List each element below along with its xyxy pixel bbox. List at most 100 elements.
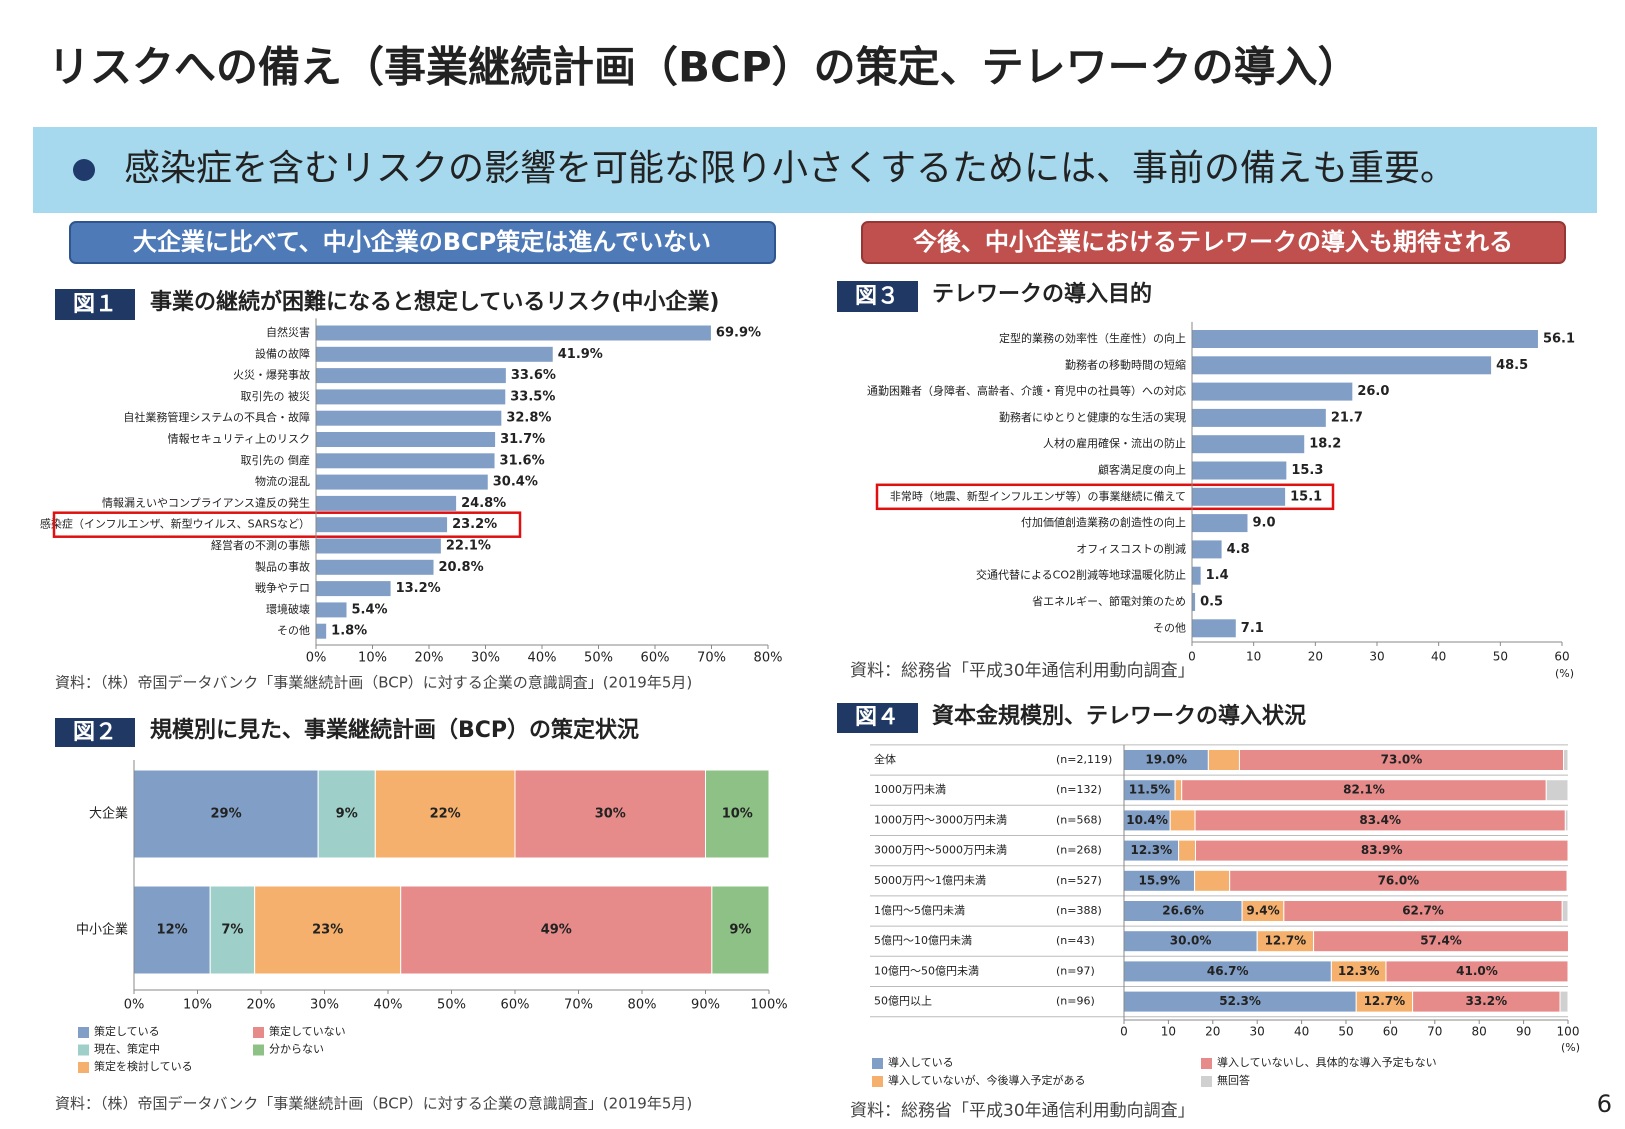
- value-label: 12.3%: [1130, 843, 1172, 857]
- bar-segment: [711, 885, 770, 975]
- category-label: 非常時（地震、新型インフルエンザ等）の事業継続に備えて: [890, 489, 1186, 503]
- x-tick-label: 20%: [247, 998, 276, 1013]
- x-tick-label: 40: [1431, 650, 1446, 664]
- value-label: 41.9%: [558, 347, 603, 362]
- value-label: 69.9%: [716, 326, 761, 341]
- bar: [316, 389, 506, 405]
- category-label: 通勤困難者（身障者、高齢者、介護・育児中の社員等）への対応: [867, 384, 1186, 398]
- value-label: 15.1: [1290, 489, 1322, 504]
- figure-label: 図１: [73, 292, 117, 317]
- category-label: 5億円～10億円未満: [874, 934, 972, 947]
- category-label: 全体: [874, 752, 896, 766]
- bar: [1192, 514, 1248, 533]
- figure-title: テレワークの導入目的: [932, 281, 1152, 307]
- bar: [1192, 593, 1196, 611]
- figure-label-box: [55, 718, 135, 747]
- category-label: 1億円～5億円未満: [874, 904, 965, 917]
- bar: [1192, 540, 1222, 559]
- figure-title: 規模別に見た、事業継続計画（BCP）の策定状況: [150, 717, 639, 743]
- bar: [316, 581, 391, 597]
- value-label: 13.2%: [396, 581, 441, 596]
- bar-segment: [1194, 839, 1569, 862]
- category-label: 経営者の不測の事態: [211, 538, 310, 552]
- value-label: 12.7%: [1265, 934, 1307, 948]
- legend-swatch: [1201, 1058, 1212, 1069]
- category-label: 取引先の 倒産: [241, 453, 311, 467]
- bar-segment: [209, 885, 256, 975]
- x-unit: (%): [1555, 667, 1574, 680]
- bar-segment: [1566, 869, 1569, 892]
- legend-swatch: [78, 1062, 89, 1073]
- source: 資料：総務省「平成30年通信利用動向調査」: [850, 1101, 1195, 1121]
- x-tick-label: 10: [1161, 1025, 1176, 1039]
- value-label: 33.5%: [510, 389, 555, 404]
- n-label: (n=132): [1056, 783, 1102, 796]
- x-tick-label: 100%: [750, 998, 787, 1013]
- value-label: 1.8%: [331, 624, 367, 639]
- bar-segment: [1207, 749, 1240, 771]
- value-label: 76.0%: [1378, 873, 1420, 887]
- value-label: 52.3%: [1219, 994, 1261, 1008]
- value-label: 31.7%: [500, 432, 545, 447]
- slide-title: リスクへの備え（事業継続計画（BCP）の策定、テレワークの導入）: [48, 43, 1360, 92]
- n-label: (n=2,119): [1056, 753, 1112, 766]
- banner-left-text: 大企業に比べて、中小企業のBCP策定は進んでいない: [133, 228, 711, 256]
- category-label: 中小企業: [76, 922, 128, 938]
- value-label: 12.3%: [1338, 964, 1380, 978]
- value-label: 31.6%: [500, 453, 545, 468]
- highlight-box: [875, 483, 1335, 511]
- category-label: 人材の雇用確保・流出の防止: [1043, 436, 1186, 450]
- value-label: 1.4: [1206, 568, 1229, 583]
- value-label: 73.0%: [1381, 753, 1423, 767]
- figure-title: 資本金規模別、テレワークの導入状況: [932, 703, 1306, 729]
- value-label: 32.8%: [506, 411, 551, 426]
- x-tick-label: 0%: [306, 651, 327, 666]
- value-label: 23%: [312, 923, 343, 938]
- value-label: 15.9%: [1138, 873, 1180, 887]
- x-tick-label: 10%: [183, 998, 212, 1013]
- bar-segment: [374, 769, 516, 859]
- x-tick-label: 50%: [584, 651, 613, 666]
- bar-segment: [400, 885, 713, 975]
- category-label: 付加価値創造業務の創造性の向上: [1021, 515, 1186, 529]
- bar: [1192, 619, 1236, 638]
- value-label: 10.4%: [1126, 813, 1168, 827]
- category-label: 定型的業務の効率性（生産性）の向上: [999, 331, 1186, 345]
- x-tick-label: 60%: [501, 998, 530, 1013]
- banner-right-text: 今後、中小企業におけるテレワークの導入も期待される: [913, 228, 1513, 256]
- value-label: 26.6%: [1162, 904, 1204, 918]
- bar: [1192, 408, 1326, 427]
- banner-left: [69, 221, 776, 264]
- category-label: その他: [1153, 621, 1186, 634]
- legend-swatch: [253, 1044, 264, 1056]
- value-label: 9%: [729, 923, 751, 938]
- category-label: 勤務者の移動時間の短縮: [1065, 357, 1186, 371]
- category-label: 自社業務管理システムの不具合・故障: [123, 410, 310, 424]
- category-label: 1000万円～3000万円未満: [874, 813, 1007, 826]
- category-label: 火災・爆発事故: [233, 368, 310, 382]
- value-label: 21.7: [1331, 410, 1363, 425]
- bar: [316, 517, 448, 533]
- n-label: (n=568): [1056, 813, 1102, 826]
- value-label: 7%: [221, 923, 243, 938]
- figure-label: 図４: [855, 705, 899, 730]
- x-tick-label: 10%: [358, 651, 387, 666]
- value-label: 12%: [157, 923, 188, 938]
- x-tick-label: 20: [1308, 650, 1323, 664]
- x-tick-label: 90%: [691, 998, 720, 1013]
- value-label: 83.9%: [1361, 843, 1403, 857]
- x-tick-label: 50: [1493, 650, 1508, 664]
- x-tick-label: 30%: [310, 998, 339, 1013]
- bar-segment: [1313, 930, 1569, 953]
- value-label: 22.1%: [446, 539, 491, 554]
- legend-label: 策定している: [94, 1024, 160, 1038]
- source: 資料：総務省「平成30年通信利用動向調査」: [850, 661, 1195, 681]
- value-label: 15.3: [1291, 463, 1323, 478]
- bar: [316, 410, 502, 426]
- bar-segment: [1563, 749, 1569, 771]
- category-label: 情報セキュリティ上のリスク: [168, 433, 310, 446]
- value-label: 30.0%: [1170, 934, 1212, 948]
- figure-label-box: [837, 703, 918, 733]
- x-tick-label: 80%: [754, 651, 783, 666]
- category-label: 交通代替によるCO2削減等地球温暖化防止: [976, 568, 1186, 582]
